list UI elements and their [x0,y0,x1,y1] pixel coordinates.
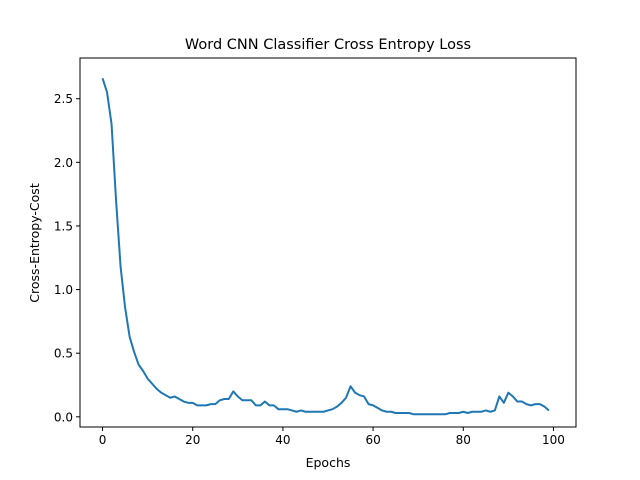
series-line-0 [101,78,550,416]
chart-title: Word CNN Classifier Cross Entropy Loss [185,37,471,53]
x-tick-label: 60 [365,433,380,447]
x-tick-label: 100 [542,433,565,447]
y-tick-label: 2.0 [54,156,73,170]
plot-frame [79,57,577,428]
ticks-layer: 0 20 40 60 80 100 0.0 0.5 1.0 1.5 2.0 2.5 [54,92,565,447]
x-axis-label: Epochs [306,455,351,470]
y-tick-label: 0.0 [54,410,73,424]
y-tick-label: 0.5 [54,347,73,361]
y-tick-label: 1.0 [54,283,73,297]
x-tick-label: 0 [99,433,107,447]
y-tick-label: 1.5 [54,219,73,233]
x-tick-label: 80 [456,433,471,447]
x-tick-label: 20 [185,433,200,447]
plot-layer [101,78,550,416]
x-tick-label: 40 [275,433,290,447]
y-tick-label: 2.5 [54,92,73,106]
y-axis-label: Cross-Entropy-Cost [27,183,42,303]
